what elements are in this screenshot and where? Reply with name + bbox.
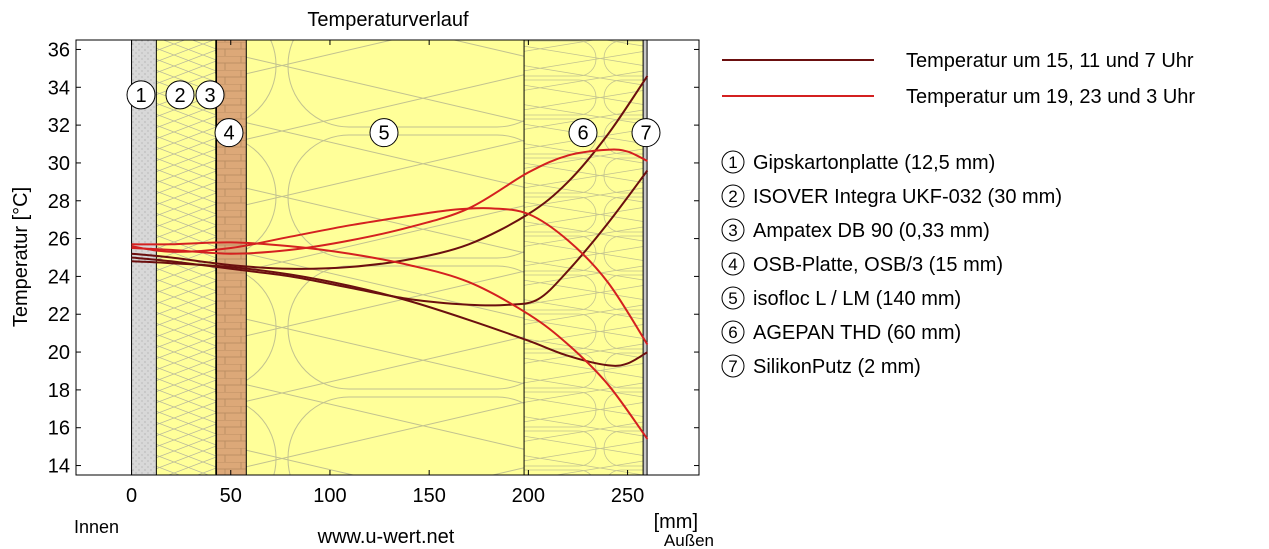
x-tick-label: 0 xyxy=(126,485,137,507)
layer-6-marker-label: 6 xyxy=(577,123,588,145)
y-tick-label: 16 xyxy=(48,418,70,440)
y-tick-label: 24 xyxy=(48,266,70,288)
layer-legend-7-marker xyxy=(721,354,745,378)
y-axis-title: Temperatur [°C] xyxy=(10,187,32,327)
layer-1-marker xyxy=(126,80,156,110)
y-tick-label: 28 xyxy=(48,191,70,213)
y-tick-label: 30 xyxy=(48,153,70,175)
series-2-curve-2 xyxy=(131,207,649,346)
y-tick-label: 20 xyxy=(48,342,70,364)
layer-legend-5-number: 5 xyxy=(728,289,737,308)
layer-6-marker xyxy=(568,118,598,148)
x-tick-label: 250 xyxy=(611,485,644,507)
layer-7-marker-label: 7 xyxy=(640,123,651,145)
x-tick-label: 150 xyxy=(412,485,445,507)
layer-legend-6-number: 6 xyxy=(728,323,737,342)
temperature-curves xyxy=(131,75,649,440)
layer-2-marker xyxy=(165,80,195,110)
layer-7-band xyxy=(643,40,648,475)
x-tick-label: 50 xyxy=(220,485,242,507)
layer-legend-6-marker xyxy=(721,320,745,344)
layer-legend-5-label: isofloc L / LM (140 mm) xyxy=(753,288,961,310)
layer-2-marker-label: 2 xyxy=(174,85,185,107)
layer-5-marker xyxy=(369,118,399,148)
layer-legend-2-marker xyxy=(721,184,745,208)
layer-7-marker xyxy=(631,118,661,148)
layer-4-band xyxy=(216,40,247,475)
layer-4-marker-label: 4 xyxy=(223,123,234,145)
chart-title: Temperaturverlauf xyxy=(307,9,469,31)
layer-4-marker xyxy=(214,118,244,148)
layer-legend-7-number: 7 xyxy=(728,357,737,376)
x-axis-unit: [mm] xyxy=(654,511,698,533)
layer-3-marker xyxy=(195,80,225,110)
x-tick-label: 100 xyxy=(313,485,346,507)
layer-legend-4-number: 4 xyxy=(728,255,737,274)
series-1-curve-1 xyxy=(131,75,649,270)
y-tick-label: 26 xyxy=(48,229,70,251)
y-tick-label: 34 xyxy=(48,77,70,99)
layer-legend-7-label: SilikonPutz (2 mm) xyxy=(753,356,921,378)
y-tick-label: 18 xyxy=(48,380,70,402)
layer-legend: 1 Gipskartonplatte (12,5 mm) 2 ISOVER Integ… xyxy=(721,150,1062,378)
layer-legend-2-number: 2 xyxy=(728,187,737,206)
outside-label: Außen xyxy=(664,531,714,549)
x-tick-label: 200 xyxy=(512,485,545,507)
inside-label: Innen xyxy=(74,517,119,537)
legend-label-series-1: Temperatur um 15, 11 und 7 Uhr xyxy=(906,50,1194,72)
series-2-curve-1 xyxy=(131,148,648,255)
series-1-curve-2 xyxy=(131,169,649,307)
y-tick-label: 14 xyxy=(48,456,70,478)
legend-label-series-2: Temperatur um 19, 23 und 3 Uhr xyxy=(906,86,1195,108)
layer-legend-3-label: Ampatex DB 90 (0,33 mm) xyxy=(753,220,990,242)
series-legend: Temperatur um 15, 11 und 7 Uhr Temperatur… xyxy=(722,50,1195,108)
layer-5-marker-label: 5 xyxy=(378,123,389,145)
layer-legend-1-marker xyxy=(721,150,745,174)
website-label: www.u-wert.net xyxy=(317,526,455,548)
layer-markers: 1 2 34 5 6 7 xyxy=(126,80,661,148)
layer-legend-6-label: AGEPAN THD (60 mm) xyxy=(753,322,961,344)
layer-legend-1-number: 1 xyxy=(728,153,737,172)
series-2-curve-3 xyxy=(131,241,649,440)
layer-legend-3-number: 3 xyxy=(728,221,737,240)
layer-legend-4-label: OSB-Platte, OSB/3 (15 mm) xyxy=(753,254,1003,276)
series-1-curve-3 xyxy=(131,260,648,367)
layer-legend-1-label: Gipskartonplatte (12,5 mm) xyxy=(753,152,995,174)
y-tick-label: 22 xyxy=(48,304,70,326)
y-tick-label: 36 xyxy=(48,39,70,61)
layer-5-band xyxy=(246,40,525,475)
plot-frame xyxy=(75,39,700,476)
x-axis: 0 50 100 150 200 250 xyxy=(126,40,644,507)
layer-legend-3-marker xyxy=(721,218,745,242)
layer-3-marker-label: 3 xyxy=(204,85,215,107)
y-tick-label: 32 xyxy=(48,115,70,137)
layer-legend-5-marker xyxy=(721,286,745,310)
layer-6-band xyxy=(524,40,644,475)
layer-legend-4-marker xyxy=(721,252,745,276)
layer-1-marker-label: 1 xyxy=(135,85,146,107)
layer-legend-2-label: ISOVER Integra UKF-032 (30 mm) xyxy=(753,186,1062,208)
